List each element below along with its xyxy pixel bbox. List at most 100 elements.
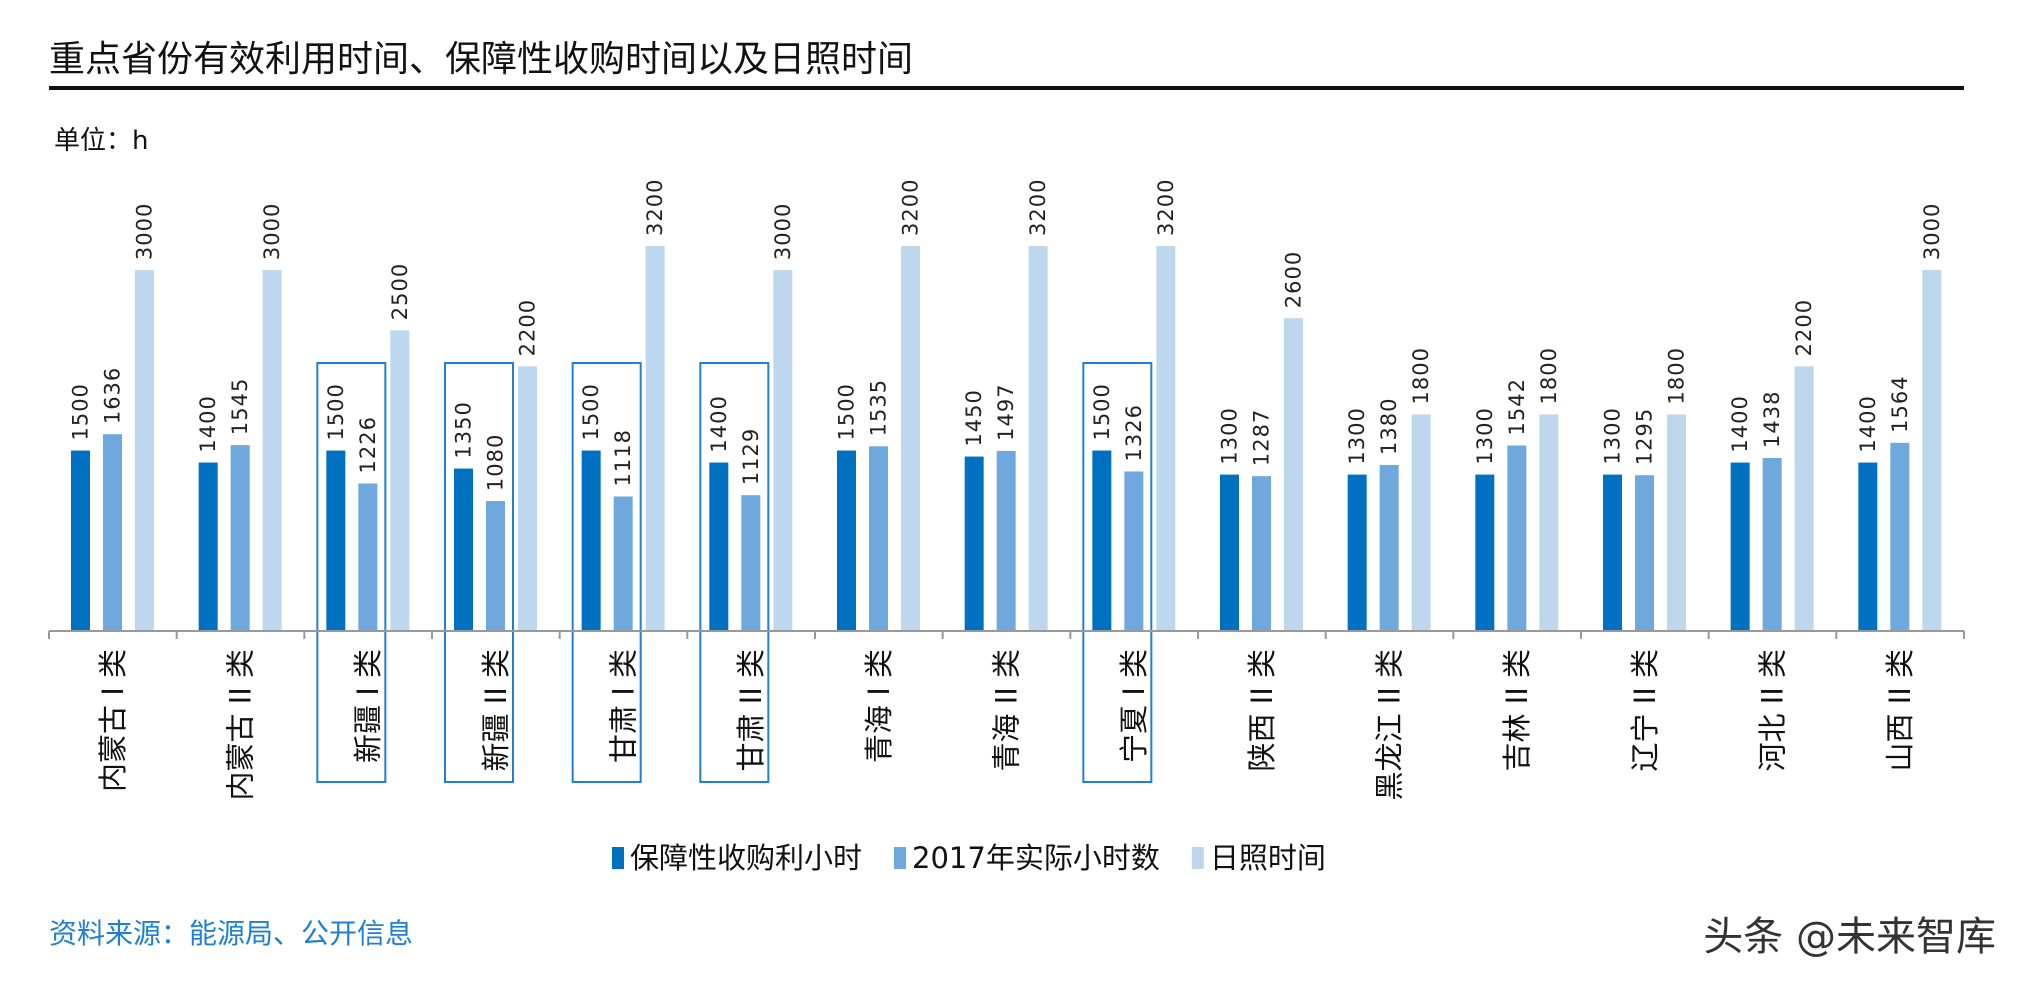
bar-3 (390, 330, 410, 631)
bar-1 (1092, 450, 1112, 631)
bar-2 (358, 483, 378, 631)
bar-3 (1539, 414, 1559, 631)
data-label: 3200 (1154, 179, 1178, 236)
bar-1 (964, 456, 984, 631)
highlight-box (316, 362, 387, 783)
highlight-box (1082, 362, 1153, 783)
data-label: 1118 (611, 429, 635, 486)
watermark: 头条 @未来智库 (1703, 914, 1996, 960)
bar-3 (518, 366, 537, 631)
legend-swatch (612, 847, 624, 869)
data-label: 1564 (1888, 375, 1912, 432)
bar-2 (613, 496, 633, 631)
bar-1 (198, 462, 218, 631)
data-label: 1400 (196, 395, 220, 452)
data-label: 1500 (324, 383, 348, 440)
data-label: 3000 (133, 203, 157, 260)
bar-1 (1603, 474, 1622, 631)
data-label: 1500 (1090, 383, 1114, 440)
data-label: 1636 (101, 367, 125, 424)
title-divider (49, 86, 1964, 90)
bar-1 (1220, 474, 1239, 631)
data-label: 2600 (1282, 251, 1306, 308)
bar-2 (1762, 457, 1782, 631)
legend-label: 日照时间 (1210, 841, 1326, 875)
bar-3 (773, 270, 793, 631)
data-label: 1497 (994, 383, 1018, 440)
bar-3 (135, 270, 154, 631)
data-label: 1350 (452, 401, 476, 458)
bar-3 (1156, 246, 1176, 631)
data-label: 1542 (1505, 378, 1529, 435)
bar-1 (1730, 462, 1750, 631)
data-label: 2200 (516, 299, 540, 356)
bar-3 (1028, 246, 1048, 631)
legend-label: 2017年实际小时数 (912, 841, 1160, 875)
bar-3 (1411, 414, 1431, 631)
data-label: 2500 (388, 263, 412, 320)
bar-2 (1507, 445, 1527, 631)
data-label: 1500 (69, 383, 93, 440)
bar-1 (1858, 462, 1878, 631)
data-label: 1400 (707, 395, 731, 452)
legend-swatch (894, 847, 907, 869)
data-label: 1300 (1345, 407, 1369, 464)
data-label: 1295 (1633, 408, 1657, 465)
data-label: 1080 (484, 434, 508, 491)
data-label: 1326 (1122, 404, 1146, 461)
bar-2 (741, 495, 761, 631)
data-label: 3000 (771, 203, 795, 260)
data-label: 1129 (739, 428, 763, 485)
bar-3 (901, 246, 920, 631)
category-label: 青海 II 类 (990, 649, 1024, 772)
bar-2 (1890, 442, 1910, 631)
data-label: 1380 (1377, 398, 1401, 455)
bar-2 (996, 450, 1016, 631)
data-label: 1800 (1665, 347, 1689, 404)
category-label: 新疆 II 类 (479, 649, 513, 772)
data-label: 1800 (1409, 347, 1433, 404)
bar-1 (709, 462, 729, 631)
bar-1 (71, 450, 90, 631)
bar-1 (837, 450, 856, 631)
unit-label: 单位：h (54, 126, 149, 156)
bar-3 (1794, 366, 1814, 631)
data-label: 3000 (1920, 203, 1944, 260)
highlight-box (444, 362, 514, 783)
legend-swatch (1191, 847, 1204, 869)
bar-2 (230, 445, 250, 631)
bar-2 (1252, 476, 1271, 631)
category-label: 宁夏 I 类 (1117, 649, 1151, 763)
category-label: 甘肃 II 类 (734, 649, 768, 772)
data-label: 1300 (1473, 407, 1497, 464)
data-label: 1450 (962, 389, 986, 446)
data-label: 1226 (356, 416, 380, 473)
bar-3 (1284, 318, 1303, 631)
bar-3 (262, 270, 282, 631)
category-label: 内蒙古 II 类 (224, 649, 258, 801)
category-label: 青海 I 类 (862, 649, 896, 763)
category-label: 内蒙古 I 类 (96, 649, 130, 792)
data-label: 2200 (1792, 299, 1816, 356)
bar-3 (645, 246, 665, 631)
data-label: 3200 (643, 179, 667, 236)
data-label: 3200 (899, 179, 923, 236)
bar-1 (1347, 474, 1367, 631)
highlight-box (571, 362, 642, 783)
source-note: 资料来源：能源局、公开信息 (49, 917, 414, 950)
bar-3 (1922, 270, 1942, 631)
data-label: 1500 (835, 383, 859, 440)
legend-label: 保障性收购利小时 (630, 841, 862, 875)
data-label: 3000 (260, 203, 284, 260)
data-label: 1287 (1250, 409, 1274, 466)
category-label: 辽宁 II 类 (1628, 649, 1662, 772)
bar-2 (486, 501, 505, 631)
data-label: 1438 (1760, 391, 1784, 448)
bar-2 (869, 446, 888, 631)
data-label: 3200 (1026, 179, 1050, 236)
category-label: 陕西 II 类 (1245, 649, 1279, 772)
category-label: 山西 II 类 (1883, 649, 1917, 772)
category-label: 黑龙江 II 类 (1373, 649, 1407, 801)
data-label: 1400 (1728, 395, 1752, 452)
